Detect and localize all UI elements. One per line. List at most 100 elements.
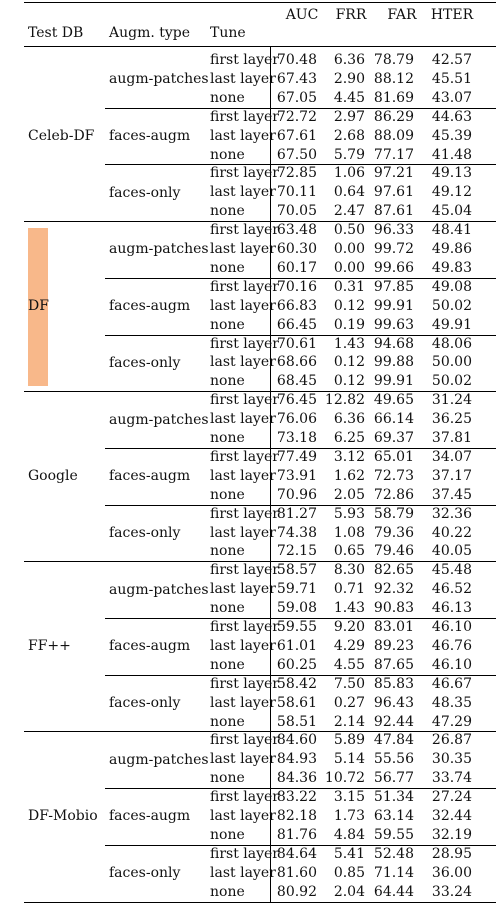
metric-cell-hter: 32.19 bbox=[431, 826, 472, 843]
augm-type-label: augm-patches bbox=[109, 241, 209, 258]
metric-cell-hter: 45.04 bbox=[431, 203, 472, 220]
tune-cell: first layer bbox=[210, 505, 280, 522]
metric-cell-frr: 7.50 bbox=[333, 675, 365, 692]
augm-type-label: augm-patches bbox=[109, 411, 209, 428]
test-db-label: Celeb-DF bbox=[28, 128, 95, 145]
metric-cell-auc: 70.16 bbox=[276, 278, 317, 295]
metric-cell-hter: 49.91 bbox=[431, 316, 472, 333]
metric-cell-frr: 5.89 bbox=[333, 732, 365, 749]
tune-cell: last layer bbox=[210, 864, 276, 881]
metric-cell-hter: 37.81 bbox=[431, 430, 472, 446]
metric-cell-frr: 2.04 bbox=[333, 883, 365, 900]
metric-cell-hter: 48.06 bbox=[431, 335, 472, 352]
subgroup-rule bbox=[105, 788, 496, 790]
metric-cell-frr: 2.05 bbox=[333, 486, 365, 503]
metric-cell-auc: 58.51 bbox=[276, 713, 317, 730]
metric-cell-frr: 10.72 bbox=[324, 770, 365, 787]
metric-cell-hter: 50.02 bbox=[431, 373, 472, 390]
metric-cell-far: 51.34 bbox=[373, 789, 414, 806]
metric-cell-hter: 30.35 bbox=[431, 751, 472, 768]
tune-cell: none bbox=[210, 600, 245, 617]
metric-cell-far: 49.65 bbox=[373, 392, 414, 409]
metric-cell-auc: 76.45 bbox=[276, 392, 317, 409]
metric-cell-hter: 46.10 bbox=[431, 619, 472, 635]
metric-cell-hter: 50.02 bbox=[431, 297, 472, 314]
tune-cell: last layer bbox=[210, 127, 276, 144]
metric-cell-far: 88.09 bbox=[373, 127, 414, 144]
tune-cell: none bbox=[210, 373, 245, 390]
metric-cell-frr: 0.12 bbox=[333, 297, 365, 314]
tune-cell: last layer bbox=[210, 184, 276, 201]
metric-cell-auc: 70.11 bbox=[276, 184, 317, 201]
augm-type-label: faces-augm bbox=[109, 468, 191, 485]
tune-cell: first layer bbox=[210, 278, 280, 295]
metric-cell-frr: 0.27 bbox=[333, 694, 365, 711]
tune-cell: none bbox=[210, 430, 245, 446]
metric-cell-far: 64.44 bbox=[373, 883, 414, 900]
metric-cell-far: 55.56 bbox=[373, 751, 414, 768]
metric-cell-frr: 3.12 bbox=[333, 448, 365, 465]
subgroup-rule bbox=[105, 164, 496, 166]
metric-cell-hter: 36.25 bbox=[431, 411, 472, 428]
metric-cell-frr: 0.65 bbox=[333, 543, 365, 560]
augm-type-label: augm-patches bbox=[109, 751, 209, 768]
metric-cell-auc: 84.93 bbox=[276, 751, 317, 768]
augm-type-label: augm-patches bbox=[109, 581, 209, 598]
metric-cell-far: 94.68 bbox=[373, 335, 414, 352]
header-metric-auc: AUC bbox=[285, 7, 319, 23]
metric-cell-hter: 46.52 bbox=[431, 581, 472, 598]
metric-cell-frr: 5.41 bbox=[333, 845, 365, 862]
metric-cell-frr: 6.36 bbox=[333, 52, 365, 68]
group-rule bbox=[24, 561, 496, 563]
metric-cell-auc: 60.17 bbox=[276, 259, 317, 276]
tune-cell: none bbox=[210, 770, 245, 787]
highlight-marker bbox=[28, 228, 48, 387]
metric-cell-far: 66.14 bbox=[373, 411, 414, 428]
metric-cell-far: 79.36 bbox=[373, 524, 414, 541]
metric-cell-hter: 33.24 bbox=[431, 883, 472, 900]
metric-cell-far: 90.83 bbox=[373, 600, 414, 617]
metric-cell-hter: 49.13 bbox=[431, 165, 472, 182]
subgroup-rule bbox=[105, 447, 496, 449]
metric-cell-frr: 1.43 bbox=[333, 335, 365, 352]
metric-cell-far: 63.14 bbox=[373, 808, 414, 824]
tune-cell: first layer bbox=[210, 675, 280, 692]
tune-cell: last layer bbox=[210, 637, 276, 654]
metric-cell-frr: 0.64 bbox=[333, 184, 365, 201]
header-metric-frr: FRR bbox=[335, 7, 367, 23]
metric-cell-frr: 6.36 bbox=[333, 411, 365, 428]
metric-cell-far: 71.14 bbox=[373, 864, 414, 881]
metric-cell-far: 89.23 bbox=[373, 637, 414, 654]
metric-cell-frr: 0.50 bbox=[333, 222, 365, 239]
header-augm-type: Augm. type bbox=[109, 25, 191, 41]
tune-cell: none bbox=[210, 883, 245, 900]
metric-cell-far: 77.17 bbox=[373, 146, 414, 163]
metric-cell-auc: 66.83 bbox=[276, 297, 317, 314]
metric-cell-far: 92.44 bbox=[373, 713, 414, 730]
metric-cell-hter: 28.95 bbox=[431, 845, 472, 862]
tune-cell: last layer bbox=[210, 581, 276, 598]
metric-cell-auc: 58.42 bbox=[276, 675, 317, 692]
tune-cell: last layer bbox=[210, 70, 276, 87]
tune-cell: last layer bbox=[210, 808, 276, 824]
metric-cell-far: 87.61 bbox=[373, 203, 414, 220]
tune-cell: first layer bbox=[210, 619, 280, 635]
metric-cell-frr: 2.97 bbox=[333, 108, 365, 125]
tune-cell: first layer bbox=[210, 789, 280, 806]
tune-cell: first layer bbox=[210, 222, 280, 239]
metric-cell-far: 78.79 bbox=[373, 52, 414, 68]
metric-cell-hter: 41.48 bbox=[431, 146, 472, 163]
metric-cell-hter: 40.05 bbox=[431, 543, 472, 560]
group-rule bbox=[24, 221, 496, 223]
augm-type-label: faces-only bbox=[109, 524, 181, 541]
metric-cell-frr: 5.14 bbox=[333, 751, 365, 768]
test-db-label: DF bbox=[28, 298, 49, 315]
metric-cell-auc: 72.72 bbox=[276, 108, 317, 125]
metric-cell-far: 99.88 bbox=[373, 354, 414, 371]
metric-cell-hter: 46.76 bbox=[431, 637, 472, 654]
tune-cell: first layer bbox=[210, 392, 280, 409]
metric-cell-frr: 9.20 bbox=[333, 619, 365, 635]
augm-type-label: faces-augm bbox=[109, 638, 191, 655]
metric-cell-auc: 70.61 bbox=[276, 335, 317, 352]
